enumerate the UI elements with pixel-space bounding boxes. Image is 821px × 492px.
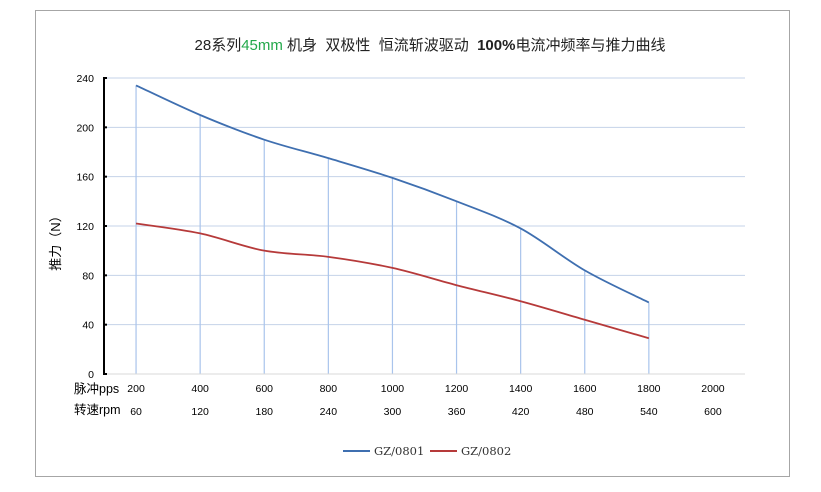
x-tick-label-pps: 2000 bbox=[701, 383, 725, 395]
pps-row-label: 脉冲pps bbox=[74, 381, 119, 396]
x-tick-label-pps: 1000 bbox=[381, 383, 405, 395]
x-tick-label-pps: 200 bbox=[127, 383, 145, 395]
legend-label: GZ/0801 bbox=[374, 444, 424, 458]
axes bbox=[103, 77, 745, 375]
x-tick-label-rpm: 480 bbox=[576, 406, 594, 418]
x-tick-label-pps: 800 bbox=[320, 383, 338, 395]
title-bold: 100% bbox=[477, 37, 515, 54]
series-line-2 bbox=[135, 222, 650, 340]
x-tick-label-pps: 1400 bbox=[509, 383, 533, 395]
x-tick-label-rpm: 120 bbox=[191, 406, 209, 418]
y-tick-label: 240 bbox=[76, 73, 94, 85]
x-tick-label-rpm: 240 bbox=[320, 406, 338, 418]
chart-title: 28系列45mm 机身 双极性 恒流斩波驱动 100%电流冲频率与推力曲线 bbox=[195, 37, 666, 54]
x-tick-label-rpm: 540 bbox=[640, 406, 658, 418]
chart-frame bbox=[35, 10, 790, 477]
x-tick-label-rpm: 420 bbox=[512, 406, 530, 418]
series-line-1 bbox=[135, 84, 650, 304]
x-tick-label-rpm: 360 bbox=[448, 406, 466, 418]
x-tick-label-pps: 1600 bbox=[573, 383, 597, 395]
x-tick-labels: 200 60 400 120 600 180 800 240 1000 300 1200 360 140… bbox=[127, 383, 725, 418]
x-tick-label-pps: 1800 bbox=[637, 383, 661, 395]
y-tick-label: 0 bbox=[88, 369, 94, 381]
x-tick-label-rpm: 600 bbox=[704, 406, 722, 418]
y-tick-label: 40 bbox=[82, 320, 94, 332]
gridlines bbox=[104, 77, 745, 326]
drop-lines bbox=[135, 85, 650, 374]
x-tick-label-rpm: 300 bbox=[384, 406, 402, 418]
y-tick-labels: 0 40 80 120 160 200 240 bbox=[76, 73, 94, 381]
x-tick-label-rpm: 60 bbox=[130, 406, 142, 418]
x-tick-label-rpm: 180 bbox=[255, 406, 273, 418]
title-prefix: 28系列 bbox=[195, 37, 242, 54]
y-tick-label: 200 bbox=[76, 122, 94, 134]
title-highlight: 45mm bbox=[241, 37, 283, 54]
y-axis-label: 推力（N） bbox=[48, 209, 63, 270]
title-suffix: 电流冲频率与推力曲线 bbox=[515, 37, 665, 54]
y-tick-label: 160 bbox=[76, 172, 94, 184]
title-middle: 机身 双极性 恒流斩波驱动 bbox=[283, 37, 477, 54]
y-tick-label: 120 bbox=[76, 221, 94, 233]
x-tick-label-pps: 1200 bbox=[445, 383, 469, 395]
y-tick-label: 80 bbox=[82, 270, 94, 282]
legend-label: GZ/0802 bbox=[461, 444, 511, 458]
legend: GZ/0801 GZ/0802 bbox=[343, 444, 511, 458]
series-lines bbox=[135, 84, 650, 340]
rpm-row-label: 转速rpm bbox=[74, 402, 121, 417]
x-tick-label-pps: 400 bbox=[191, 383, 209, 395]
x-tick-label-pps: 600 bbox=[255, 383, 273, 395]
